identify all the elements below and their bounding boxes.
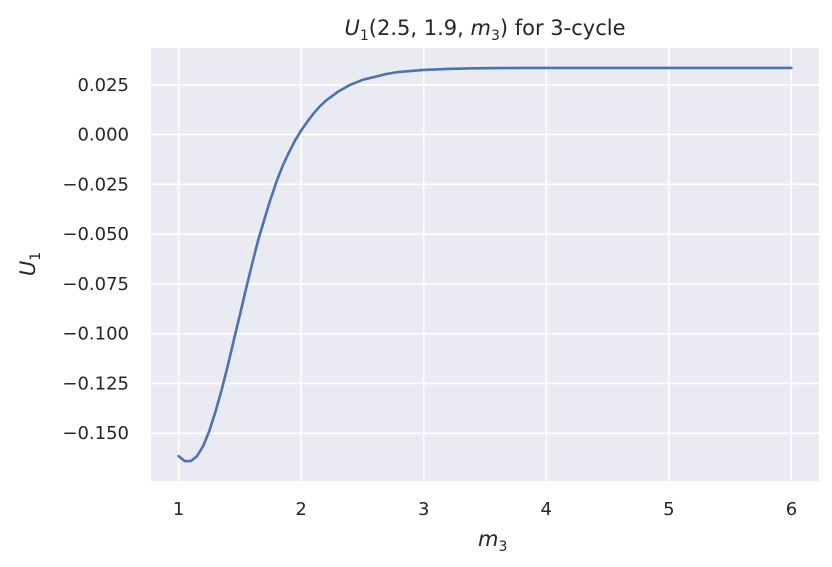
x-tick-labels: 1 2 3 4 5 6 xyxy=(173,499,797,520)
y-tick-label: −0.150 xyxy=(62,423,129,444)
grid xyxy=(151,48,819,481)
chart-title: U1(2.5, 1.9, m3) for 3-cycle xyxy=(344,16,625,44)
y-tick-label: −0.100 xyxy=(62,324,129,345)
series-layer xyxy=(177,66,793,463)
y-tick-label: 0.000 xyxy=(77,125,129,146)
x-tick-label: 5 xyxy=(663,499,674,520)
y-tick-label: −0.125 xyxy=(62,373,129,394)
y-tick-label: 0.025 xyxy=(77,75,129,96)
series-line xyxy=(177,66,793,463)
plot-background xyxy=(151,48,819,481)
x-tick-label: 6 xyxy=(786,499,797,520)
x-axis-label: m3 xyxy=(478,527,507,555)
x-tick-label: 2 xyxy=(295,499,306,520)
y-tick-label: −0.025 xyxy=(62,174,129,195)
y-axis-label: U1 xyxy=(16,252,44,276)
x-tick-label: 3 xyxy=(418,499,429,520)
x-tick-label: 4 xyxy=(541,499,552,520)
y-tick-label: −0.050 xyxy=(62,224,129,245)
y-tick-label: −0.075 xyxy=(62,274,129,295)
y-tick-labels: 0.025 0.000 −0.025 −0.050 −0.075 −0.100 −0.125… xyxy=(62,75,129,444)
x-tick-label: 1 xyxy=(173,499,184,520)
